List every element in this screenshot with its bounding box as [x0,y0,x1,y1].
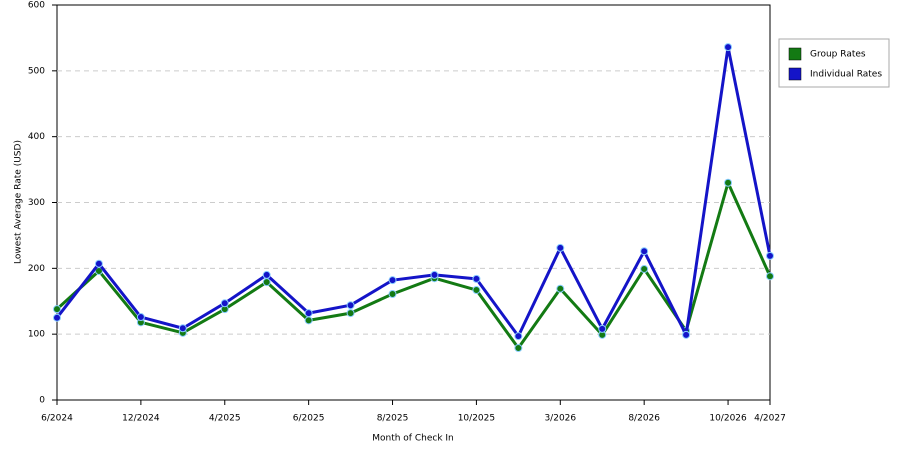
y-tick-label: 200 [28,264,45,274]
data-point [556,243,565,252]
data-point [53,305,61,314]
x-tick-label: 4/2025 [209,414,241,424]
data-point [178,324,187,333]
x-tick-label: 8/2025 [377,414,409,424]
data-point [640,247,649,256]
data-point [430,270,439,279]
series-line [55,181,772,350]
x-tick-label: 8/2026 [628,414,660,424]
data-point [262,278,271,287]
data-point [472,286,481,295]
data-point [682,330,691,339]
legend-swatch [788,47,802,61]
y-axis-title: Lowest Average Rate (USD) [14,140,24,264]
data-point [346,309,355,318]
data-point [346,301,355,310]
y-tick-label: 500 [28,66,45,76]
x-axis-title: Month of Check In [372,434,454,444]
legend-label: Individual Rates [810,70,882,80]
y-tick-label: 600 [28,1,45,11]
y-tick-label: 400 [28,132,45,142]
data-point [94,259,103,268]
data-point [766,251,774,260]
y-tick-label: 100 [28,330,45,340]
data-point [598,324,607,333]
data-point [514,332,523,341]
x-tick-label: 6/2024 [41,414,73,424]
data-point [766,272,774,281]
data-point [640,264,649,273]
data-point [136,313,145,322]
x-tick-label: 3/2026 [544,414,576,424]
y-tick-label: 300 [28,198,45,208]
data-point [388,290,397,299]
x-tick-label: 12/2024 [122,414,160,424]
data-point [724,178,733,187]
data-point [472,274,481,283]
x-tick-label: 6/2025 [293,414,325,424]
data-point [262,270,271,279]
legend-swatch [788,67,802,81]
data-point [388,276,397,285]
data-point [304,316,313,325]
data-point [514,343,523,352]
data-point [556,284,565,293]
data-point [53,313,61,322]
data-point [220,299,229,308]
y-tick-label: 0 [39,396,45,406]
x-tick-label: 10/2026 [709,414,747,424]
data-point [304,309,313,318]
x-tick-label: 10/2025 [458,414,495,424]
data-point [724,43,733,52]
legend-label: Group Rates [810,50,866,60]
series-line [55,45,772,338]
x-tick-label: 4/2027 [754,414,786,424]
